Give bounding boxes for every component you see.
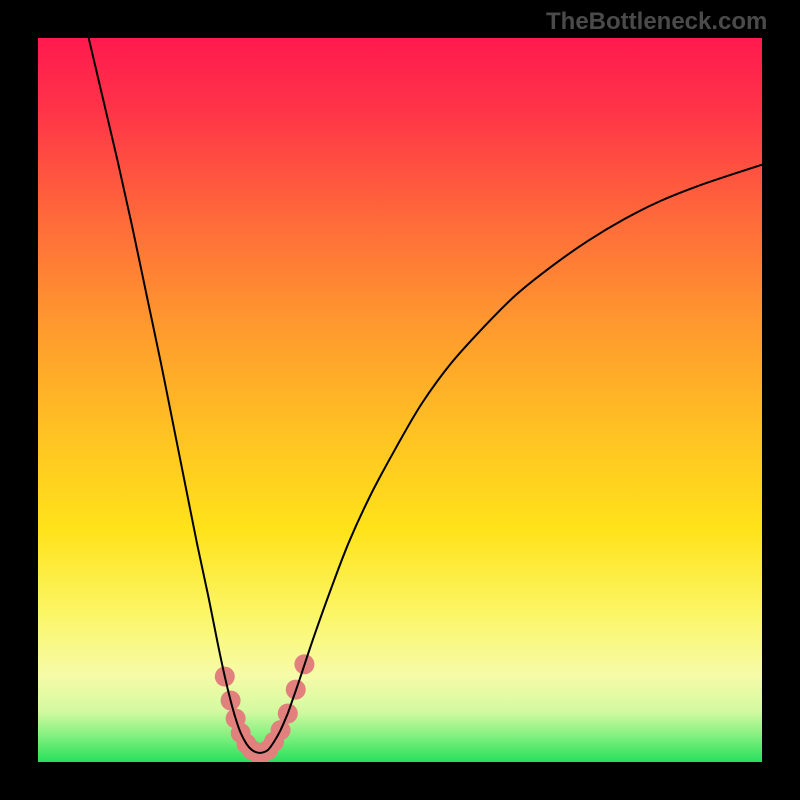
bottleneck-chart xyxy=(0,0,800,800)
watermark-label: TheBottleneck.com xyxy=(546,8,767,36)
chart-frame xyxy=(0,0,800,800)
chart-plot-area xyxy=(38,38,762,762)
